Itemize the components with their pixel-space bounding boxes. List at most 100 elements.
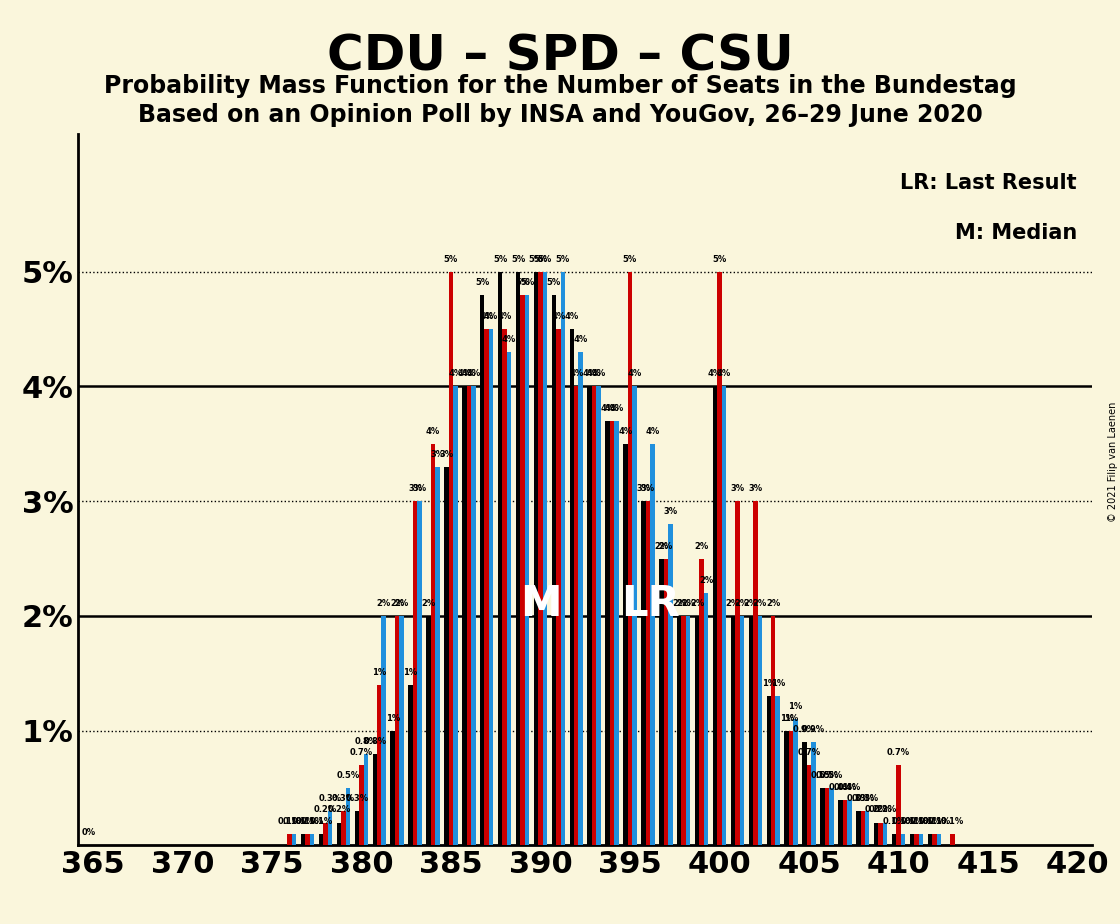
Bar [668,524,672,845]
Bar [609,420,614,845]
Bar [454,386,458,845]
Text: 0.1%: 0.1% [923,817,946,826]
Text: M: M [520,583,561,626]
Text: 0.1%: 0.1% [892,817,915,826]
Text: 0.3%: 0.3% [847,794,870,803]
Text: 0.5%: 0.5% [811,771,834,780]
Text: 0.2%: 0.2% [869,806,893,814]
Text: 2%: 2% [394,599,409,608]
Bar [409,685,413,845]
Text: 0.3%: 0.3% [851,794,875,803]
Text: 0.2%: 0.2% [865,806,888,814]
Text: Probability Mass Function for the Number of Seats in the Bundestag: Probability Mass Function for the Number… [104,74,1016,98]
Bar [605,420,609,845]
Text: 4%: 4% [645,427,660,436]
Text: 4%: 4% [582,370,597,379]
Bar [292,834,297,845]
Text: 0.1%: 0.1% [941,817,964,826]
Bar [829,788,833,845]
Text: 2%: 2% [390,599,404,608]
Bar [694,616,699,845]
Text: 2%: 2% [659,541,673,551]
Text: 1%: 1% [403,668,418,676]
Text: 4%: 4% [448,370,463,379]
Bar [570,329,575,845]
Text: 1%: 1% [771,679,785,688]
Text: 0.7%: 0.7% [349,748,373,757]
Text: 4%: 4% [618,427,633,436]
Bar [883,822,887,845]
Text: 1%: 1% [385,713,400,723]
Text: 1%: 1% [788,702,803,711]
Bar [507,352,512,845]
Text: 0.9%: 0.9% [802,725,825,735]
Bar [539,272,543,845]
Text: 0.1%: 0.1% [883,817,906,826]
Bar [865,811,869,845]
Bar [847,799,851,845]
Bar [641,501,645,845]
Bar [427,616,431,845]
Text: 5%: 5% [547,277,561,286]
Text: 0.8%: 0.8% [363,736,386,746]
Bar [784,731,788,845]
Text: 5%: 5% [529,255,543,263]
Text: 4%: 4% [569,370,584,379]
Text: 2%: 2% [699,576,713,585]
Bar [824,788,829,845]
Text: 1%: 1% [372,668,386,676]
Bar [373,754,377,845]
Bar [449,272,454,845]
Text: 2%: 2% [744,599,758,608]
Bar [717,272,721,845]
Bar [788,731,793,845]
Text: 3%: 3% [408,484,422,493]
Bar [712,386,717,845]
Text: 2%: 2% [735,599,749,608]
Bar [596,386,600,845]
Bar [793,719,797,845]
Bar [521,295,525,845]
Text: 1%: 1% [762,679,776,688]
Bar [436,467,440,845]
Text: 0.4%: 0.4% [833,783,857,792]
Bar [395,616,400,845]
Bar [927,834,932,845]
Text: 0.3%: 0.3% [345,794,368,803]
Bar [467,386,472,845]
Bar [802,742,806,845]
Bar [820,788,824,845]
Text: 4%: 4% [461,370,476,379]
Text: CDU – SPD – CSU: CDU – SPD – CSU [327,32,793,80]
Text: 0.3%: 0.3% [332,794,355,803]
Bar [860,811,865,845]
Text: 3%: 3% [730,484,745,493]
Text: 4%: 4% [479,312,494,321]
Text: 0.9%: 0.9% [793,725,816,735]
Bar [614,420,618,845]
Bar [645,501,650,845]
Text: 0.1%: 0.1% [278,817,301,826]
Bar [936,834,941,845]
Bar [591,386,596,845]
Text: Based on an Opinion Poll by INSA and YouGov, 26–29 June 2020: Based on an Opinion Poll by INSA and You… [138,103,982,128]
Text: 2%: 2% [421,599,436,608]
Bar [900,834,905,845]
Bar [463,386,467,845]
Bar [552,295,557,845]
Bar [377,685,382,845]
Text: 4%: 4% [717,370,731,379]
Bar [346,788,351,845]
Text: 0.1%: 0.1% [282,817,306,826]
Text: 2%: 2% [376,599,391,608]
Text: 4%: 4% [457,370,472,379]
Bar [328,811,333,845]
Bar [721,386,726,845]
Bar [543,272,548,845]
Text: 4%: 4% [466,370,480,379]
Bar [525,295,530,845]
Text: 0.1%: 0.1% [900,817,924,826]
Bar [685,616,690,845]
Bar [413,501,418,845]
Text: 5%: 5% [538,255,552,263]
